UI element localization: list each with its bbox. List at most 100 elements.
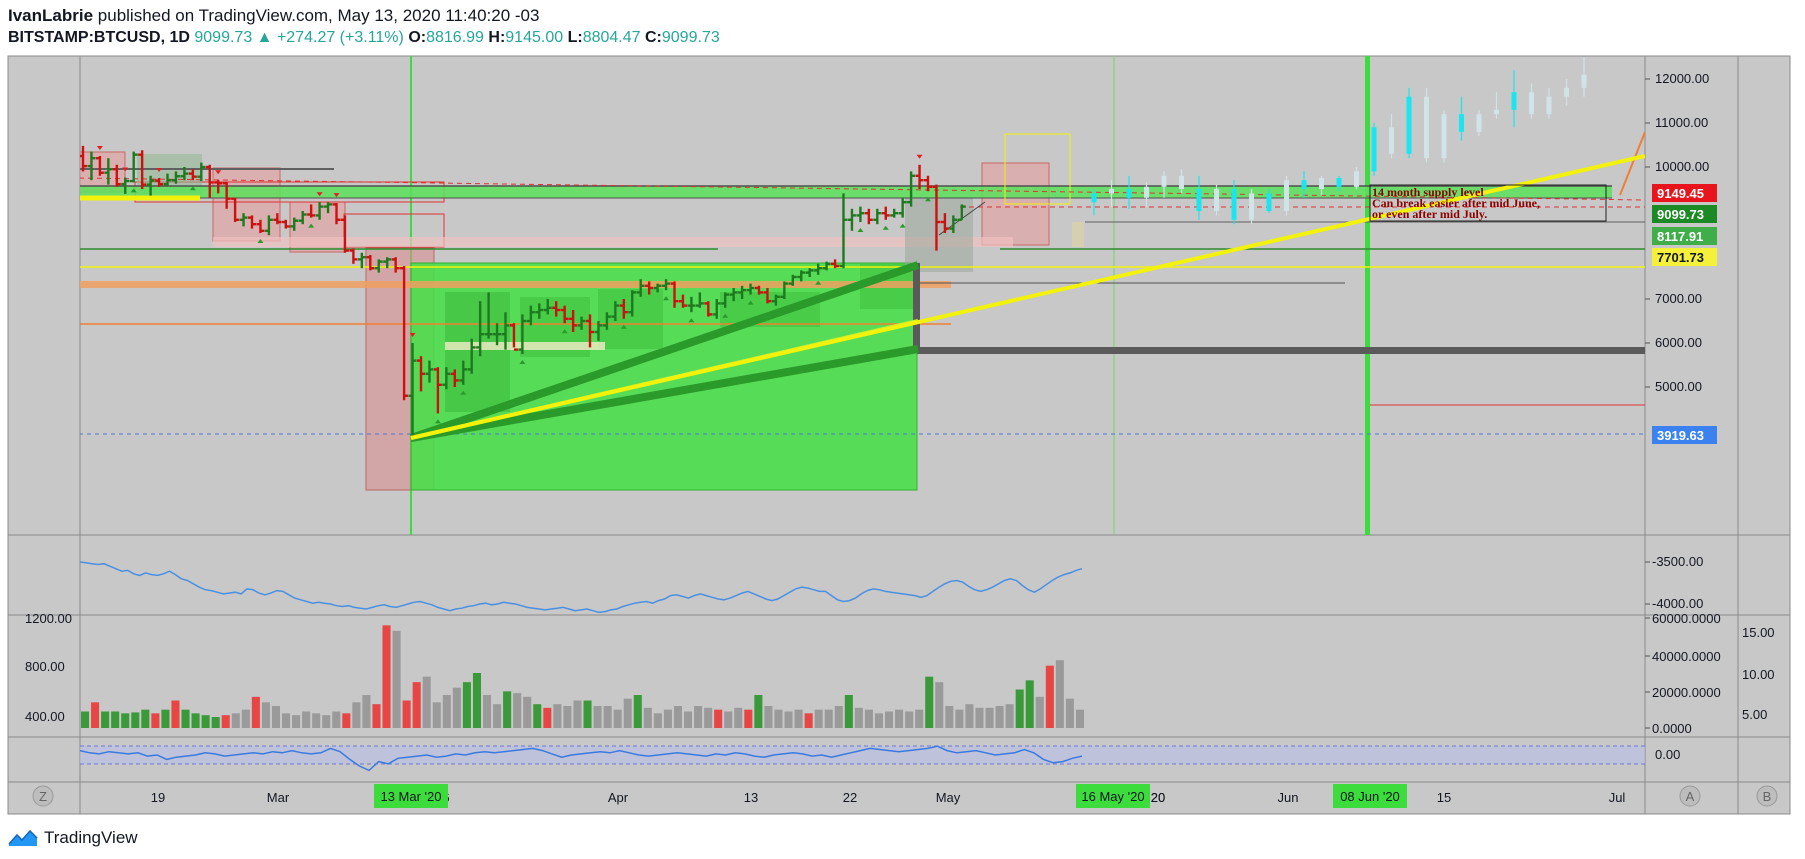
volume-bar: [935, 682, 944, 728]
candle: [594, 321, 603, 341]
sell-arrow: [916, 154, 923, 159]
sell-arrow: [333, 193, 340, 198]
buy-arrow: [925, 197, 931, 202]
yellow-box: [1004, 133, 1071, 205]
projection-candle: [1091, 189, 1097, 216]
price-axis[interactable]: 12000.00 11000.00 10000.00 7000.00 6000.00 50…: [1645, 71, 1709, 394]
volume-bar: [442, 695, 451, 728]
candle: [763, 288, 772, 304]
candle: [222, 182, 231, 209]
candle: [628, 290, 637, 317]
orange-trend: [1619, 131, 1645, 196]
price-tags: 9149.45 9099.73 8117.91 7701.73 3919.63: [1652, 184, 1717, 444]
candle: [890, 208, 899, 218]
volume-bar: [211, 717, 220, 728]
volume-left-tick: 800.00: [25, 659, 65, 674]
open-label: O:: [408, 29, 427, 46]
red-dashed-trend: [80, 177, 1645, 201]
candle: [636, 279, 645, 297]
tradingview-footer[interactable]: TradingView: [8, 826, 138, 850]
candle: [924, 175, 932, 192]
symbol-name[interactable]: BITSTAMP:BTCUSD, 1D: [8, 29, 190, 46]
fan-line-lower: [410, 345, 919, 442]
candle: [290, 217, 299, 231]
projection-candle: [1336, 175, 1342, 192]
author-name[interactable]: IvanLabrie: [8, 6, 94, 25]
projection-candle: [1109, 180, 1114, 207]
tradingview-logo-icon: [8, 829, 38, 846]
buy-arrow: [688, 318, 695, 323]
time-tick-label: Jun: [1278, 790, 1299, 805]
candle: [484, 292, 493, 339]
price-tag: [1652, 227, 1717, 245]
indicator1-axis: -3500.00 -4000.00: [1645, 554, 1703, 611]
price-tag: [1652, 426, 1717, 444]
close-value: 9099.73: [661, 29, 720, 46]
candle: [214, 180, 223, 194]
cream-band: [445, 342, 605, 350]
projection-candle: [1476, 109, 1482, 137]
volume-bar: [874, 713, 883, 728]
volume-bar: [332, 711, 341, 728]
time-axis[interactable]: [7, 781, 1791, 815]
indicator1-pane[interactable]: [7, 534, 1791, 616]
candle: [138, 150, 147, 189]
candle: [188, 169, 197, 181]
scale-button-label: A: [1686, 789, 1695, 804]
candle: [231, 197, 240, 222]
price-change: ▲ +274.27 (+3.11%): [256, 29, 404, 46]
projection-candle: [1354, 167, 1359, 189]
candle: [873, 208, 882, 225]
scale-button[interactable]: [1679, 785, 1701, 807]
scale-button-label: B: [1763, 789, 1772, 804]
projection-candle: [1196, 175, 1202, 220]
indicator2-line: [79, 745, 1083, 772]
volume-bar: [412, 682, 421, 728]
candle: [645, 281, 654, 295]
price-tick-label: 5000.00: [1655, 379, 1702, 394]
volume-bar: [844, 695, 853, 728]
volume-bar: [1055, 660, 1064, 728]
candle: [95, 156, 104, 176]
candle: [366, 255, 375, 271]
volume-bar: [282, 713, 291, 728]
candle: [619, 299, 628, 319]
volume-bar: [864, 709, 873, 728]
candle: [805, 268, 814, 277]
candle: [881, 206, 890, 220]
candle: [146, 175, 155, 196]
volume-bar: [915, 709, 924, 728]
projection-candle: [1266, 189, 1272, 214]
buy-arrow: [460, 390, 467, 395]
candle: [374, 259, 383, 273]
candle: [248, 215, 256, 229]
volume-bar: [221, 715, 230, 728]
volume-bar: [523, 696, 532, 728]
sell-arrow: [215, 170, 222, 175]
volume-bar: [352, 702, 361, 728]
volume-bar: [613, 709, 622, 728]
scale-button[interactable]: [1756, 785, 1778, 807]
candle: [653, 283, 662, 293]
volume-bar: [754, 695, 763, 728]
candle: [509, 323, 518, 351]
volume-bars: [81, 625, 1084, 728]
scale-button[interactable]: [32, 785, 54, 807]
chart-canvas[interactable]: 14 month supply level Can break easier a…: [0, 52, 1805, 822]
volume-inner-tick: 15.00: [1742, 625, 1775, 640]
volume-bar: [503, 691, 512, 728]
buy-arrow: [663, 296, 670, 301]
volume-bar: [794, 709, 803, 728]
projection-candle: [1546, 87, 1552, 119]
volume-bar: [141, 709, 150, 728]
volume-bar: [121, 713, 130, 728]
annotation-box[interactable]: [1369, 184, 1607, 222]
candle: [425, 360, 434, 383]
time-highlight-label: 13 Mar '20: [380, 789, 441, 804]
time-highlight-badge: [1076, 784, 1150, 808]
green-subzone: [720, 292, 820, 327]
candle: [205, 164, 214, 198]
volume-bar: [593, 706, 602, 728]
time-tick-label: Mar: [267, 790, 290, 805]
price-tick-label: 12000.00: [1655, 71, 1709, 86]
